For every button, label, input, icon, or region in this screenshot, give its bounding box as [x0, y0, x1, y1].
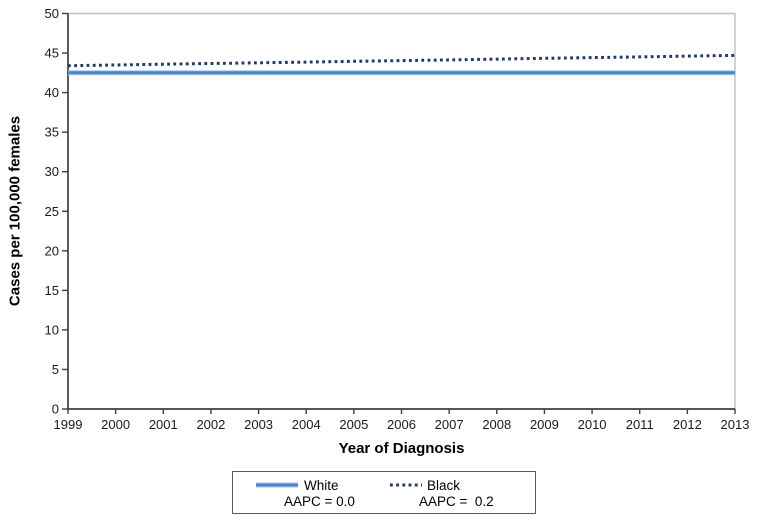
x-tick-label: 2007 — [435, 417, 464, 432]
x-tick-label: 2000 — [101, 417, 130, 432]
legend-aapc-black: AAPC = 0.2 — [419, 494, 494, 509]
x-tick-label: 2011 — [626, 417, 654, 432]
y-tick-label: 10 — [45, 322, 59, 337]
y-tick-label: 30 — [45, 164, 59, 179]
y-tick-label: 5 — [52, 362, 59, 377]
x-tick-label: 2006 — [387, 417, 416, 432]
y-tick-label: 25 — [45, 204, 59, 219]
x-tick-label: 2013 — [721, 417, 750, 432]
x-tick-label: 2008 — [482, 417, 511, 432]
x-tick-label: 2005 — [339, 417, 368, 432]
y-tick-label: 20 — [45, 243, 59, 258]
legend: White AAPC = 0.0 Black AAPC = 0.2 — [232, 471, 536, 514]
x-tick-label: 1999 — [54, 417, 83, 432]
x-tick-label: 2004 — [292, 417, 321, 432]
black-dotted-sample-icon — [390, 483, 422, 487]
y-tick-label: 50 — [45, 6, 59, 21]
x-tick-label: 2010 — [578, 417, 607, 432]
legend-label-black: Black — [427, 477, 461, 493]
y-tick-label: 45 — [45, 46, 59, 61]
x-tick-label: 2009 — [530, 417, 559, 432]
legend-label-white: White — [304, 477, 339, 493]
y-tick-label: 15 — [45, 283, 59, 298]
legend-entry-black: Black AAPC = 0.2 — [389, 476, 494, 512]
x-tick-label: 2003 — [244, 417, 273, 432]
x-tick-label: 2002 — [196, 417, 225, 432]
white-line-sample-icon — [256, 482, 298, 488]
y-tick-label: 40 — [45, 85, 59, 100]
y-axis-title: Cases per 100,000 females — [6, 115, 24, 307]
series-line-black — [67, 53, 736, 68]
y-tick-label: 0 — [52, 402, 59, 417]
legend-aapc-white: AAPC = 0.0 — [284, 494, 355, 509]
x-tick-label: 2012 — [673, 417, 702, 432]
legend-entry-white: White AAPC = 0.0 — [255, 476, 355, 512]
x-axis-title: Year of Diagnosis — [338, 440, 465, 457]
x-tick-label: 2001 — [149, 417, 178, 432]
y-tick-label: 35 — [45, 125, 59, 140]
